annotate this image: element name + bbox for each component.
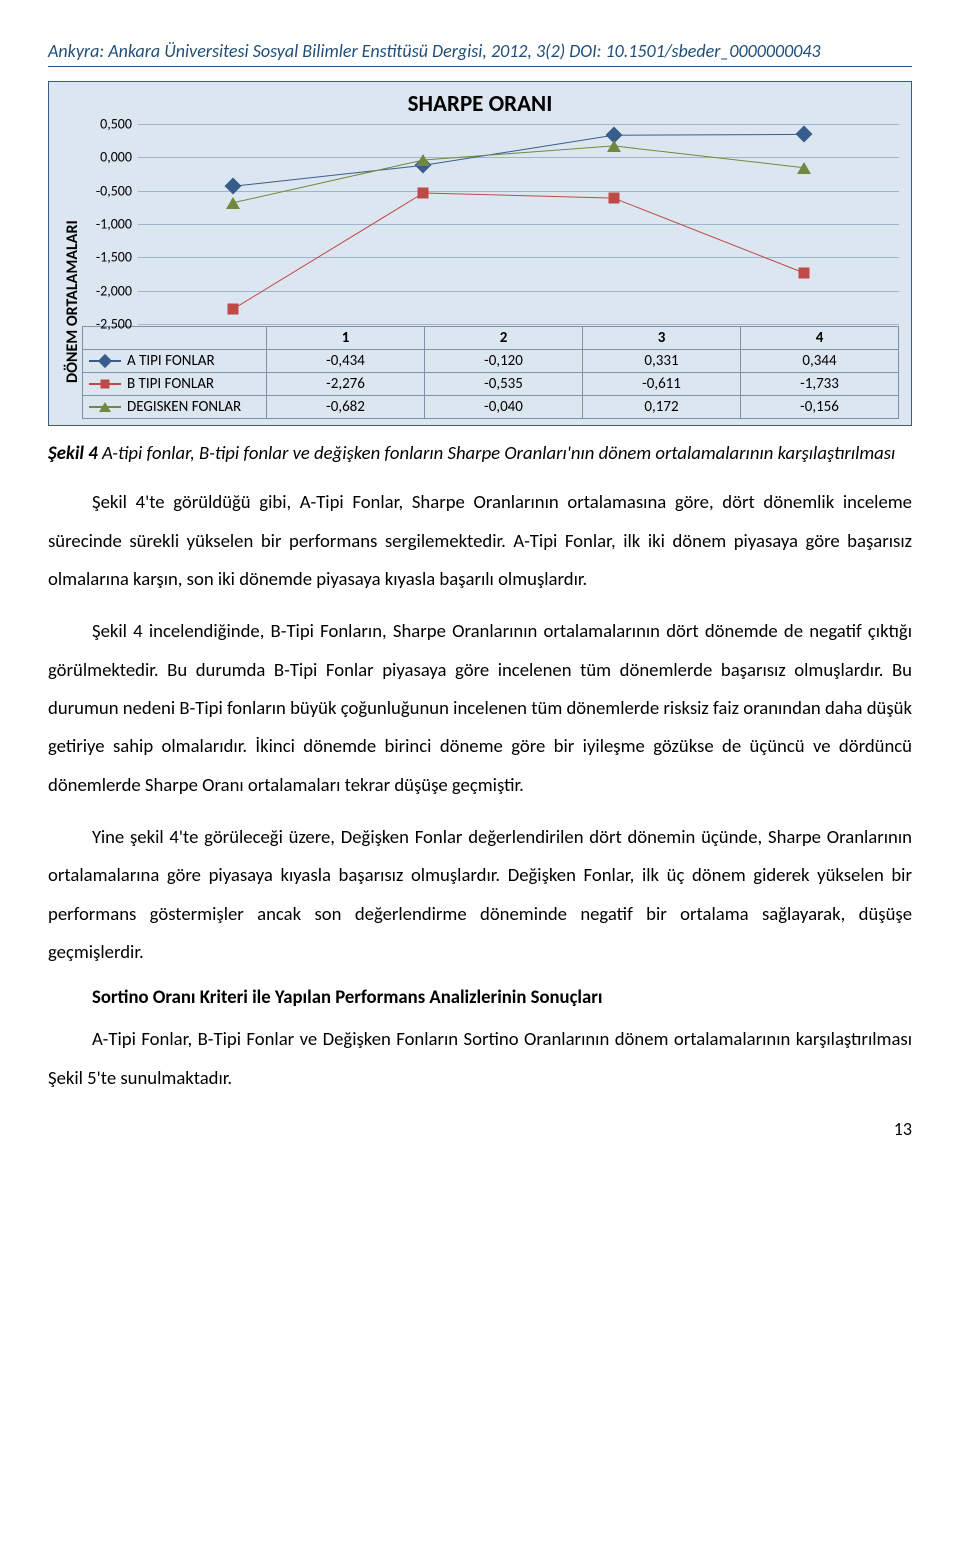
table-cell: -0,156 xyxy=(741,396,899,419)
body-paragraph-2: Şekil 4 incelendiğinde, B-Tipi Fonların,… xyxy=(48,613,912,805)
data-point xyxy=(797,162,811,174)
chart-plot-area xyxy=(138,124,899,324)
chart-body: DÖNEM ORTALAMALARI 0,5000,000-0,500-1,00… xyxy=(61,124,899,419)
body-paragraph-4: A-Tipi Fonlar, B-Tipi Fonlar ve Değişken… xyxy=(48,1021,912,1098)
series-name: DEGISKEN FONLAR xyxy=(127,398,241,416)
chart-data-table: 1234 A TIPI FONLAR -0,434-0,1200,3310,344 B… xyxy=(82,326,899,419)
legend-marker-diamond xyxy=(89,354,121,368)
table-cell: 0,344 xyxy=(741,350,899,373)
series-line-triangle xyxy=(138,124,899,324)
figure-caption: Şekil 4 A-tipi fonlar, B-tipi fonlar ve … xyxy=(48,436,912,472)
legend-marker-square xyxy=(89,377,121,391)
y-tick-label: -1,000 xyxy=(96,216,132,233)
y-tick-label: -2,500 xyxy=(96,316,132,333)
section-subheading: Sortino Oranı Kriteri ile Yapılan Perfor… xyxy=(92,986,912,1009)
running-head: Ankyra: Ankara Üniversitesi Sosyal Bilim… xyxy=(48,40,912,67)
table-cell: -0,434 xyxy=(267,350,425,373)
y-tick-label: 0,000 xyxy=(100,149,132,166)
y-tick-label: -0,500 xyxy=(96,182,132,199)
y-tick-label: -1,500 xyxy=(96,249,132,266)
series-name: B TIPI FONLAR xyxy=(127,375,214,393)
table-cell: -0,535 xyxy=(425,373,583,396)
chart-y-axis-label: DÖNEM ORTALAMALARI xyxy=(61,124,82,419)
data-point xyxy=(607,140,621,152)
table-cell: 0,172 xyxy=(583,396,741,419)
body-paragraph-3: Yine şekil 4'te görüleceği üzere, Değişk… xyxy=(48,819,912,972)
figure-caption-number: Şekil 4 xyxy=(48,442,98,465)
y-tick-label: 0,500 xyxy=(100,116,132,133)
table-rowhead: B TIPI FONLAR xyxy=(83,373,267,396)
table-rowhead: DEGISKEN FONLAR xyxy=(83,396,267,419)
table-cell: -1,733 xyxy=(741,373,899,396)
chart-title: SHARPE ORANI xyxy=(61,90,899,118)
table-cell: -0,120 xyxy=(425,350,583,373)
legend-marker-triangle xyxy=(89,400,121,414)
table-cell: -2,276 xyxy=(267,373,425,396)
series-name: A TIPI FONLAR xyxy=(127,352,215,370)
chart-y-ticks: 0,5000,000-0,500-1,000-1,500-2,000-2,500 xyxy=(82,124,138,324)
table-cell: 0,331 xyxy=(583,350,741,373)
table-header-category: 3 xyxy=(583,327,741,350)
figure-caption-text: A-tipi fonlar, B-tipi fonlar ve değişken… xyxy=(98,442,896,465)
table-cell: -0,682 xyxy=(267,396,425,419)
table-cell: -0,040 xyxy=(425,396,583,419)
data-point xyxy=(416,154,430,166)
table-rowhead: A TIPI FONLAR xyxy=(83,350,267,373)
y-tick-label: -2,000 xyxy=(96,282,132,299)
table-header-category: 1 xyxy=(267,327,425,350)
table-header-category: 4 xyxy=(741,327,899,350)
data-point xyxy=(226,197,240,209)
gridline xyxy=(138,324,899,325)
body-paragraph-1: Şekil 4'te görüldüğü gibi, A-Tipi Fonlar… xyxy=(48,484,912,599)
table-header-category: 2 xyxy=(425,327,583,350)
sharpe-chart-container: SHARPE ORANI DÖNEM ORTALAMALARI 0,500 0,0… xyxy=(48,81,912,426)
table-cell: -0,611 xyxy=(583,373,741,396)
page-number: 13 xyxy=(48,1118,912,1140)
